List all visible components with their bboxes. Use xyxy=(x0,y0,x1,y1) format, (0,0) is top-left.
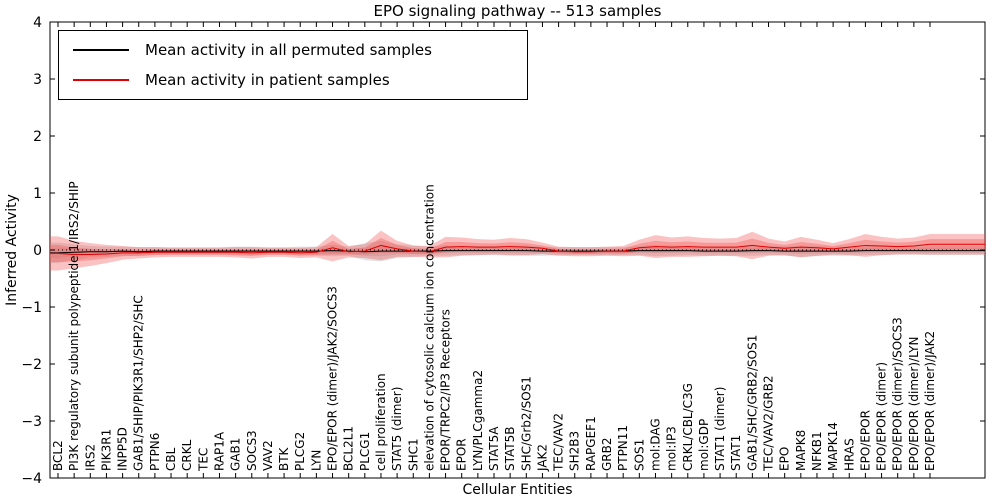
x-tick-label: PTPN6 xyxy=(148,433,162,471)
permuted-band xyxy=(50,240,985,264)
x-tick-label: PIK3R1 xyxy=(99,429,113,471)
x-tick-label: STAT5A xyxy=(487,426,501,471)
x-tick-label: EPO/EPOR (dimer) xyxy=(875,362,889,471)
patient-band xyxy=(50,238,985,262)
x-tick-label: STAT5B xyxy=(503,427,517,472)
x-tick-label: cell proliferation xyxy=(374,373,388,471)
patient-mean-line xyxy=(50,243,985,256)
x-tick-label: EPO/EPOR (dimer)/LYN xyxy=(907,337,921,471)
x-tick-label: LYN/PLCgamma2 xyxy=(471,370,485,471)
x-tick-label: CRKL/CBL/C3G xyxy=(681,383,695,471)
x-tick-label: PLCG1 xyxy=(358,432,372,471)
y-tick-label: 1 xyxy=(33,186,42,202)
legend-line-permuted-icon xyxy=(73,49,129,51)
legend-label-patient: Mean activity in patient samples xyxy=(145,71,390,89)
x-tick-label: SOS1 xyxy=(632,439,646,471)
x-tick-label: BTK xyxy=(277,446,291,471)
x-tick-label: SHC1 xyxy=(406,438,420,471)
x-tick-label: VAV2 xyxy=(261,440,275,471)
x-tick-label: GAB1/SHIP/PIK3R1/SHP2/SHC xyxy=(132,295,146,471)
legend-entry-patient: Mean activity in patient samples xyxy=(73,71,513,89)
x-tick-label: LYN xyxy=(309,450,323,471)
legend-entry-permuted: Mean activity in all permuted samples xyxy=(73,41,513,59)
x-tick-label: mol:IP3 xyxy=(665,426,679,471)
y-tick-label: 2 xyxy=(33,129,42,145)
x-tick-label: NFKB1 xyxy=(810,431,824,471)
x-tick-label: CRKL xyxy=(180,439,194,471)
x-axis-label: Cellular Entities xyxy=(462,482,573,498)
x-tick-label: INPP5D xyxy=(116,427,130,471)
x-tick-label: PI3K regulatory subunit polypeptide 1/IR… xyxy=(67,181,81,471)
y-tick-label: 0 xyxy=(33,243,42,259)
x-tick-label: mol:DAG xyxy=(648,418,662,471)
x-tick-label: GAB1/SHC/GRB2/SOS1 xyxy=(745,335,759,471)
x-tick-label: SH2B3 xyxy=(568,431,582,471)
x-tick-label: PTPN11 xyxy=(616,425,630,471)
y-tick-label: 4 xyxy=(33,15,42,31)
x-tick-label: EPOR xyxy=(455,438,469,471)
x-tick-label: GAB1 xyxy=(229,438,243,471)
x-tick-label: JAK2 xyxy=(535,444,549,472)
legend-label-permuted: Mean activity in all permuted samples xyxy=(145,41,432,59)
x-tick-label: SOCS3 xyxy=(245,430,259,471)
x-tick-label: EPO/EPOR xyxy=(858,410,872,471)
x-tick-label: RAP1A xyxy=(212,431,226,471)
x-tick-label: PLCG2 xyxy=(293,432,307,471)
y-tick-label: −2 xyxy=(21,357,42,373)
y-tick-label: −4 xyxy=(21,471,42,487)
x-tick-label: STAT5 (dimer) xyxy=(390,387,404,471)
x-tick-label: HRAS xyxy=(842,438,856,471)
x-tick-label: MAPK8 xyxy=(794,430,808,471)
x-tick-label: CBL xyxy=(164,447,178,471)
legend: Mean activity in all permuted samples Me… xyxy=(58,30,528,100)
x-tick-label: GRB2 xyxy=(600,437,614,471)
legend-line-patient-icon xyxy=(73,79,129,81)
permuted-band xyxy=(50,246,985,258)
x-tick-label: STAT1 xyxy=(729,435,743,471)
x-tick-label: EPO/EPOR (dimer)/JAK2 xyxy=(923,331,937,471)
y-tick-label: −3 xyxy=(21,414,42,430)
x-tick-label: SHC/Grb2/SOS1 xyxy=(519,376,533,471)
x-tick-label: TEC/VAV2/GRB2 xyxy=(762,375,776,472)
chart-title: EPO signaling pathway -- 513 samples xyxy=(373,2,662,20)
x-tick-label: TEC xyxy=(196,448,210,472)
x-tick-label: EPOR/TRPC2/IP3 Receptors xyxy=(439,309,453,471)
x-tick-label: mol:GDP xyxy=(697,419,711,471)
x-tick-label: STAT1 (dimer) xyxy=(713,387,727,471)
y-tick-label: 3 xyxy=(33,72,42,88)
x-tick-label: BCL2L1 xyxy=(342,426,356,471)
x-tick-label: EPO xyxy=(778,447,792,471)
y-tick-label: −1 xyxy=(21,300,42,316)
x-tick-label: IRS2 xyxy=(83,444,97,471)
permuted-mean-line xyxy=(50,250,985,254)
x-tick-label: elevation of cytosolic calcium ion conce… xyxy=(422,184,436,471)
x-tick-label: EPO/EPOR (dimer)/SOCS3 xyxy=(891,317,905,471)
x-tick-label: MAPK14 xyxy=(826,422,840,471)
x-tick-label: EPO/EPOR (dimer)/JAK2/SOCS3 xyxy=(326,286,340,471)
x-tick-label: BCL2 xyxy=(51,440,65,471)
x-tick-label: RAPGEF1 xyxy=(584,416,598,471)
x-tick-label: TEC/VAV2 xyxy=(552,413,566,472)
